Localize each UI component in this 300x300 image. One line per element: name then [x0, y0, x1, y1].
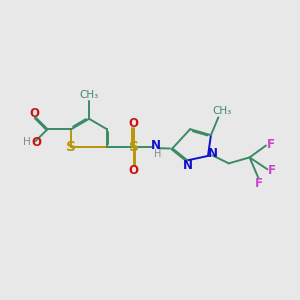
Text: S: S	[129, 140, 139, 154]
Text: F: F	[268, 164, 276, 177]
Text: O: O	[129, 164, 139, 177]
Text: O: O	[29, 107, 39, 120]
Text: CH₃: CH₃	[212, 106, 232, 116]
Text: CH₃: CH₃	[80, 90, 99, 100]
Text: H: H	[154, 148, 161, 159]
Text: F: F	[267, 138, 275, 151]
Text: F: F	[255, 177, 263, 190]
Text: N: N	[208, 147, 218, 161]
Text: N: N	[183, 159, 193, 172]
Text: O: O	[129, 117, 139, 130]
Text: H: H	[23, 137, 31, 147]
Text: S: S	[66, 140, 76, 154]
Text: N: N	[151, 139, 161, 152]
Text: O: O	[32, 136, 41, 149]
